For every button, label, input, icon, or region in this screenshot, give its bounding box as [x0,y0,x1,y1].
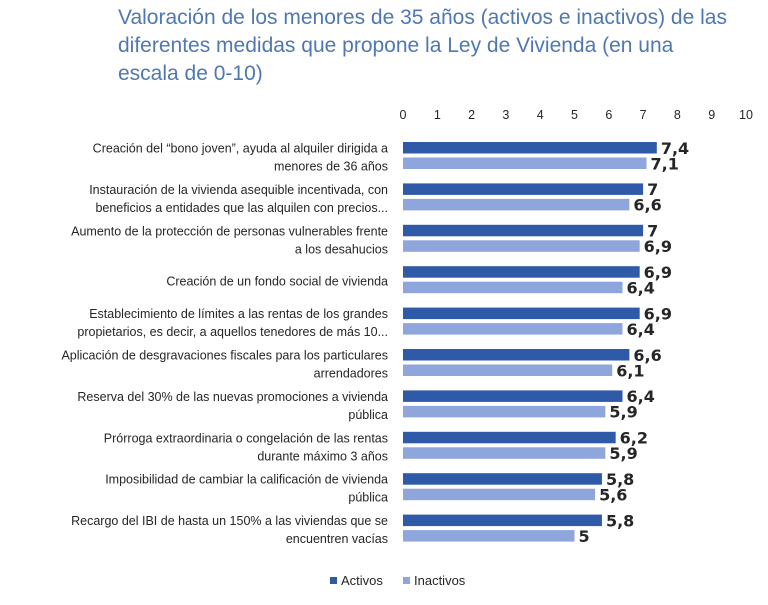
data-label: 6,2 [620,429,648,448]
category-label: arrendadores [314,367,388,381]
x-tick-label: 2 [468,108,475,122]
bar-inactivos [403,157,647,169]
bar-activos [403,142,657,154]
bar-inactivos [403,198,630,211]
category-label: Aumento de la protección de personas vul… [71,224,388,238]
x-tick-label: 9 [708,108,715,122]
legend-label-inactivos: Inactivos [414,573,466,588]
x-tick-label: 3 [502,108,509,122]
bar-inactivos [403,364,613,376]
category-label: Creación del “bono joven”, ayuda al alqu… [93,142,388,156]
bar-inactivos [403,530,575,542]
bar-inactivos [403,488,596,501]
category-label: Recargo del IBI de hasta un 150% a las v… [71,514,388,528]
category-label: Imposibilidad de cambiar la calificación… [105,473,388,487]
data-label: 5,8 [606,470,634,489]
data-label: 7 [647,222,658,241]
category-label: Instauración de la vivienda asequible in… [89,183,388,197]
x-tick-label: 0 [400,108,407,122]
data-label: 6,4 [627,278,655,297]
data-label: 6,4 [627,387,655,406]
x-tick-label: 8 [674,108,681,122]
category-label: pública [348,408,388,422]
chart-title: Valoración de los menores de 35 años (ac… [118,6,727,85]
legend-swatch-activos [330,577,337,584]
bar-inactivos [403,447,606,459]
category-label: Reserva del 30% de las nuevas promocione… [77,390,388,404]
category-label: menores de 36 años [274,160,388,174]
data-label: 7 [647,180,658,199]
category-label: propietarios, es decir, a aquellos tened… [77,325,388,339]
category-label: Prórroga extraordinaria o congelación de… [104,431,388,445]
bar-activos [403,390,623,402]
bar-activos [403,473,602,485]
category-label: pública [348,491,388,505]
data-label: 5,6 [599,485,627,504]
data-label: 5,9 [609,444,637,463]
bar-activos [403,266,640,278]
data-label: 5 [579,527,590,546]
x-tick-label: 5 [571,108,578,122]
data-label: 5,8 [606,511,634,530]
x-tick-label: 4 [537,108,544,122]
data-label: 5,9 [609,403,637,422]
x-tick-label: 6 [605,108,612,122]
category-label: encuentren vacías [286,532,388,546]
category-label: a los desahucios [295,242,388,256]
x-tick-label: 7 [640,108,647,122]
category-label: durante máximo 3 años [257,449,388,463]
data-label: 6,9 [644,263,672,282]
bar-activos [403,514,602,527]
data-label: 7,4 [661,139,689,158]
bar-inactivos [403,281,623,294]
data-label: 6,6 [633,346,661,365]
category-label: Creación de un fondo social de vivienda [166,275,388,289]
data-label: 6,4 [627,320,655,339]
data-label: 6,9 [644,304,672,323]
bar-activos [403,307,640,320]
bar-activos [403,183,644,195]
bar-activos [403,224,644,237]
x-tick-label: 10 [739,108,753,122]
legend-label-activos: Activos [341,573,383,588]
bar-inactivos [403,240,640,252]
category-label: beneficios a entidades que las alquilen … [95,201,388,215]
x-tick-label: 1 [434,108,441,122]
bar-activos [403,431,616,444]
data-label: 7,1 [651,154,679,173]
data-label: 6,6 [633,196,661,215]
bar-inactivos [403,405,606,418]
bar-inactivos [403,323,623,335]
legend-swatch-inactivos [403,577,410,584]
data-label: 6,9 [644,237,672,256]
category-label: Establecimiento de límites a las rentas … [89,307,388,321]
bar-activos [403,349,630,361]
data-label: 6,1 [616,361,644,380]
category-label: Aplicación de desgravaciones fiscales pa… [61,349,388,363]
